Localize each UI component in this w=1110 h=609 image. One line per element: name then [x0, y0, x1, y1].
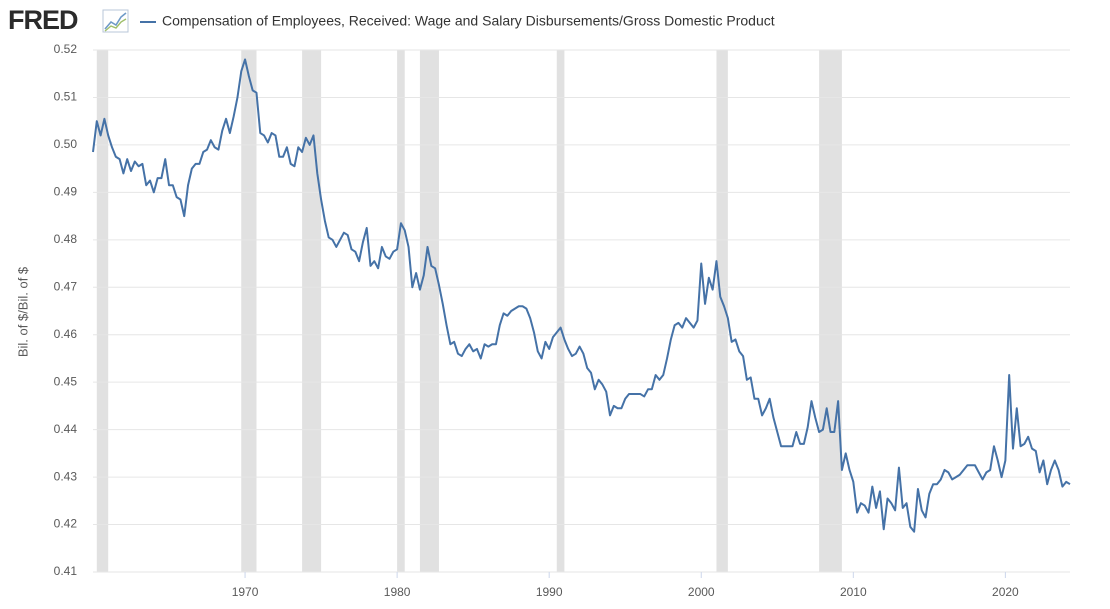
- logo-icon: [102, 9, 129, 33]
- recession-band: [716, 50, 728, 572]
- logo: FRED: [8, 5, 78, 35]
- y-tick-label: 0.41: [54, 564, 78, 578]
- x-tick-label: 2000: [688, 585, 715, 599]
- y-tick-label: 0.42: [54, 517, 78, 531]
- logo-icon-line: [104, 12, 127, 30]
- recession-band: [96, 50, 109, 572]
- legend-label: Compensation of Employees, Received: Wag…: [162, 13, 775, 29]
- x-tick-label: 1990: [536, 585, 563, 599]
- y-tick-label: 0.45: [54, 374, 78, 388]
- recession-band: [397, 50, 405, 572]
- recession-band: [556, 50, 565, 572]
- logo-icon-line: [104, 18, 127, 32]
- x-tick-label: 2020: [992, 585, 1019, 599]
- y-tick-label: 0.48: [54, 232, 78, 246]
- y-tick-label: 0.46: [54, 327, 78, 341]
- recession-band: [819, 50, 842, 572]
- y-axis-label: Bil. of $/Bil. of $: [15, 266, 30, 357]
- recession-band: [419, 50, 439, 572]
- recession-band: [241, 50, 257, 572]
- x-tick-label: 2010: [840, 585, 867, 599]
- plot-background: [93, 49, 1070, 573]
- y-tick-label: 0.43: [54, 469, 78, 483]
- recession-band: [302, 50, 322, 572]
- y-tick-label: 0.52: [54, 42, 78, 56]
- y-tick-label: 0.47: [54, 279, 78, 293]
- data-line: [92, 58, 1071, 533]
- y-tick-label: 0.49: [54, 185, 78, 199]
- y-tick-label: 0.44: [54, 422, 78, 436]
- x-tick-label: 1980: [384, 585, 411, 599]
- x-tick-label: 1970: [232, 585, 259, 599]
- y-tick-label: 0.50: [54, 137, 78, 151]
- y-tick-label: 0.51: [54, 90, 78, 104]
